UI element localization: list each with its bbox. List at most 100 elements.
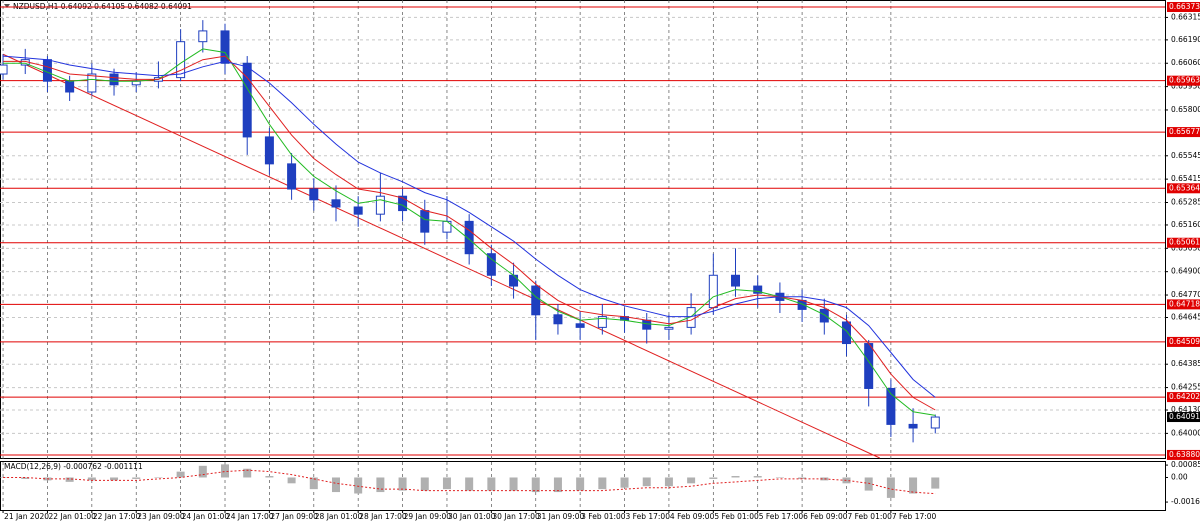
x-tick-label: 29 Jan 09:00 xyxy=(404,512,452,521)
macd-bar xyxy=(398,477,407,491)
y-tick-label: 0.66060 xyxy=(1171,58,1200,67)
candle-body xyxy=(375,195,385,215)
candle-body xyxy=(353,206,363,215)
macd-bar xyxy=(664,477,673,487)
macd-bar xyxy=(331,477,340,493)
macd-bar xyxy=(620,477,629,488)
y-tick-label: 0.65160 xyxy=(1171,220,1200,229)
moving-average xyxy=(3,55,936,398)
macd-bar xyxy=(598,477,607,490)
macd-bar xyxy=(21,477,30,479)
y-tick-label: 0.64255 xyxy=(1171,383,1200,392)
macd-bar xyxy=(243,468,252,478)
last-price-label: 0.64091 xyxy=(1169,412,1200,421)
level-label-box xyxy=(1167,336,1200,347)
macd-bar xyxy=(265,476,274,478)
y-tick-label: 0.65930 xyxy=(1171,82,1200,91)
macd-bar xyxy=(87,477,96,481)
macd-bar xyxy=(931,477,940,489)
candle-body xyxy=(87,73,97,93)
level-label-box xyxy=(1167,2,1200,13)
chart-title: NZDUSD,H1 0.64092 0.64105 0.64082 0.6409… xyxy=(13,2,192,11)
x-tick-label: 7 Feb 17:00 xyxy=(892,512,937,521)
macd-bar xyxy=(731,476,740,478)
macd-bar xyxy=(775,477,784,478)
x-tick-label: 28 Jan 17:00 xyxy=(359,512,407,521)
y-tick-label: 0.00085 xyxy=(1171,460,1200,469)
level-label-box xyxy=(1167,392,1200,403)
x-tick-label: 4 Feb 09:00 xyxy=(670,512,715,521)
macd-bar xyxy=(642,477,651,487)
x-tick-label: 24 Jan 17:00 xyxy=(226,512,274,521)
level-label: 0.64202 xyxy=(1169,392,1200,401)
candle-body xyxy=(509,274,519,287)
candle-body xyxy=(553,314,563,325)
macd-bar xyxy=(376,477,385,493)
candle-body xyxy=(198,30,208,43)
candle-body xyxy=(753,285,763,294)
macd-bar xyxy=(154,477,163,478)
x-tick-label: 24 Jan 01:00 xyxy=(182,512,230,521)
level-label: 0.64509 xyxy=(1169,337,1200,346)
x-tick-label: 5 Feb 17:00 xyxy=(759,512,804,521)
macd-bar xyxy=(110,477,119,481)
macd-bar xyxy=(909,477,918,494)
macd-bar xyxy=(354,477,363,494)
x-tick-label: 5 Feb 01:00 xyxy=(714,512,759,521)
candle-body xyxy=(731,274,741,287)
macd-signal xyxy=(3,469,936,495)
macd-bar xyxy=(820,477,829,481)
candle-body xyxy=(531,285,541,316)
y-tick-label: 0.65415 xyxy=(1171,174,1200,183)
macd-title: MACD(12,26,9) -0.000762 -0.001111 xyxy=(4,462,143,471)
candle-body xyxy=(464,220,474,255)
candle-body xyxy=(287,163,297,190)
level-label: 0.64718 xyxy=(1169,299,1200,308)
level-label-box xyxy=(1167,299,1200,310)
candle-body xyxy=(0,64,8,75)
x-tick-label: 30 Jan 01:00 xyxy=(448,512,496,521)
last-price-box xyxy=(1167,412,1200,423)
macd-bar xyxy=(687,477,696,484)
x-tick-label: 28 Jan 01:00 xyxy=(315,512,363,521)
y-tick-label: 0.64770 xyxy=(1171,290,1200,299)
candle-body xyxy=(442,220,452,233)
macd-bar xyxy=(709,477,718,479)
macd-bar xyxy=(176,471,185,478)
candle-body xyxy=(242,62,252,138)
candle-body xyxy=(109,73,119,86)
x-tick-label: 30 Jan 17:00 xyxy=(492,512,540,521)
candle-body xyxy=(642,319,652,330)
candle-body xyxy=(819,308,829,323)
level-label-box xyxy=(1167,449,1200,460)
macd-bar xyxy=(842,477,851,484)
macd-bar xyxy=(132,477,141,479)
x-tick-label: 21 Jan 2020 xyxy=(4,512,49,521)
candle-body xyxy=(220,30,230,64)
macd-bar xyxy=(309,477,318,490)
macd-bar xyxy=(531,477,540,493)
macd-bar xyxy=(553,477,562,493)
candle-body xyxy=(886,387,896,425)
macd-bar xyxy=(864,477,873,491)
trend-line xyxy=(2,53,880,459)
candle-body xyxy=(841,321,851,345)
level-label: 0.65677 xyxy=(1169,127,1200,136)
level-label: 0.65061 xyxy=(1169,238,1200,247)
y-tick-label: 0.64385 xyxy=(1171,359,1200,368)
candle-body xyxy=(309,188,319,201)
candle-body xyxy=(42,59,52,82)
macd-bar xyxy=(753,476,762,478)
x-tick-label: 31 Jan 09:00 xyxy=(537,512,585,521)
panel-frame xyxy=(0,0,1166,459)
macd-bar xyxy=(465,477,474,491)
y-tick-label: 0.64900 xyxy=(1171,267,1200,276)
x-tick-label: 23 Jan 09:00 xyxy=(137,512,185,521)
macd-bar xyxy=(198,465,207,478)
level-label-box xyxy=(1167,127,1200,138)
candle-body xyxy=(131,80,141,86)
macd-bar xyxy=(420,477,429,491)
y-tick-label: 0.64000 xyxy=(1171,428,1200,437)
